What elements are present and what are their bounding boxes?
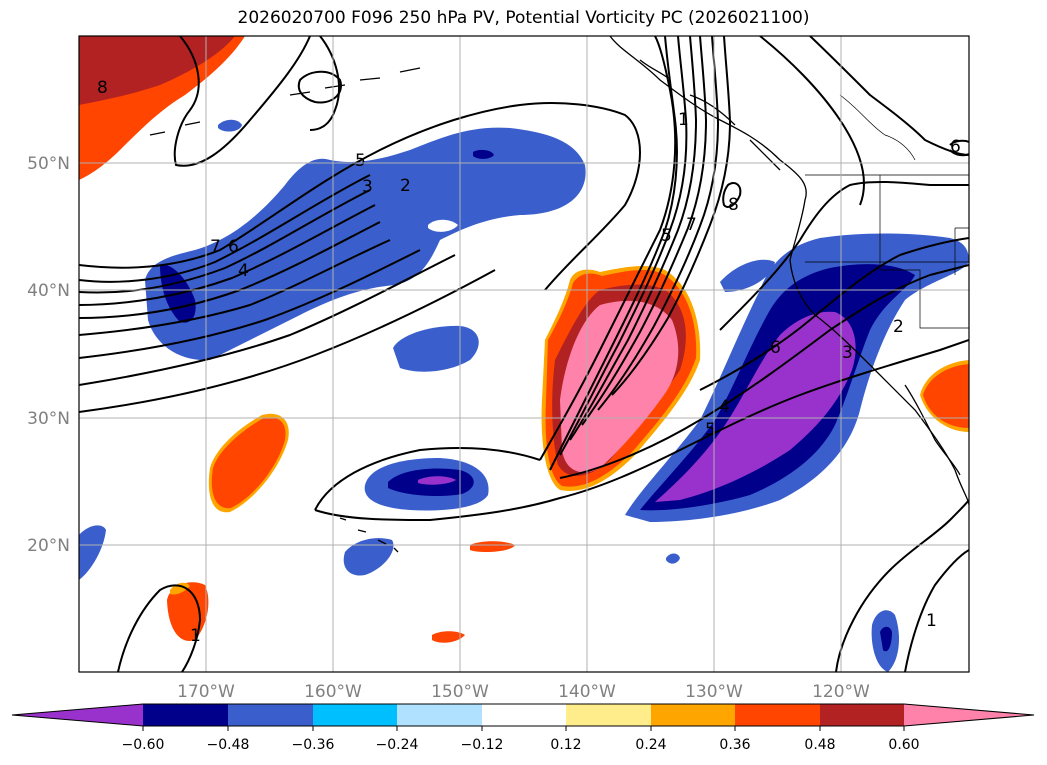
colorbar-tick: −0.48 [207, 737, 250, 753]
colorbar-segment [313, 704, 397, 726]
contour-label: 5 [705, 420, 716, 440]
contour-label: 4 [719, 397, 730, 417]
contour-label: 1 [678, 110, 689, 130]
lat-axis: 50°N 40°N 30°N 20°N [27, 154, 70, 556]
contour-label: 1 [190, 626, 201, 646]
colorbar-tick: −0.24 [376, 737, 419, 753]
colorbar-segment [397, 704, 482, 726]
colorbar-segment [566, 704, 651, 726]
lon-tick: 160°W [304, 682, 362, 702]
pv-negative-peak [655, 311, 856, 502]
pv-positive-blob [923, 364, 969, 428]
colorbar-tick: 0.12 [550, 737, 581, 753]
map-frame [78, 35, 970, 673]
contour-label: 7 [686, 215, 697, 235]
contour-labels: 8 7 6 5 4 3 2 1 1 5 7 8 6 5 4 3 2 1 6 [97, 78, 961, 646]
contour-label: 2 [400, 176, 411, 196]
pv-negative-peak [418, 476, 456, 485]
contour-label: 1 [926, 611, 937, 631]
pv-positive-blob [470, 541, 515, 553]
contour-label: 6 [228, 237, 239, 257]
pv-negative-blob [343, 538, 394, 576]
lon-tick: 140°W [558, 682, 616, 702]
lat-tick: 50°N [27, 154, 70, 174]
colorbar-tick: −0.12 [461, 737, 504, 753]
colorbar-tick: 0.36 [719, 737, 750, 753]
lat-tick: 40°N [27, 281, 70, 301]
pv-positive-blob [167, 582, 209, 641]
contour-label: 3 [362, 177, 373, 197]
contour-label: 3 [842, 343, 853, 363]
contour-label: 5 [355, 151, 366, 171]
pv-negative-core [473, 149, 494, 159]
lon-tick: 130°W [685, 682, 743, 702]
pv-positive-area [79, 36, 235, 105]
lon-tick: 120°W [812, 682, 870, 702]
contour-label: 7 [210, 237, 221, 257]
colorbar-segment [735, 704, 820, 726]
colorbar-extend-high [904, 704, 1034, 726]
lat-tick: 30°N [27, 409, 70, 429]
contour-label: 4 [238, 261, 249, 281]
pv-negative-blob [666, 553, 680, 564]
colorbar: −0.60 −0.48 −0.36 −0.24 −0.12 0.12 0.24 … [11, 703, 1035, 753]
contour-label: 2 [893, 317, 904, 337]
colorbar-extend-low [12, 704, 143, 726]
colorbar-segment [143, 704, 228, 726]
pv-negative-core [880, 626, 892, 652]
map-title: 2026020700 F096 250 hPa PV, Potential Vo… [237, 8, 810, 28]
colorbar-segment [228, 704, 313, 726]
lon-axis: 170°W 160°W 150°W 140°W 130°W 120°W [177, 682, 870, 702]
colorbar-tick: −0.60 [122, 737, 165, 753]
contour-label: 8 [97, 78, 108, 98]
colorbar-segment [651, 704, 735, 726]
pv-positive-blob [211, 417, 286, 509]
colorbar-segment [820, 704, 904, 726]
coastlines [149, 36, 969, 553]
pv-positive-area [218, 119, 242, 132]
colorbar-segment [482, 704, 566, 726]
pv-contours [79, 36, 969, 672]
contour-label: 6 [770, 338, 781, 358]
lon-tick: 170°W [177, 682, 235, 702]
lon-tick: 150°W [431, 682, 489, 702]
colorbar-tick: −0.36 [292, 737, 335, 753]
pv-hole [428, 219, 458, 232]
pv-positive-blob [432, 631, 465, 643]
gridlines [79, 36, 969, 672]
contour-label: 8 [728, 195, 739, 215]
colorbar-tick: 0.24 [635, 737, 666, 753]
pv-negative-core [720, 259, 775, 292]
contour-label: 5 [661, 226, 672, 246]
lat-tick: 20°N [27, 536, 70, 556]
pv-negative-blob [79, 525, 106, 580]
pv-shading [79, 36, 969, 672]
colorbar-tick: 0.60 [888, 737, 919, 753]
colorbar-tick: 0.48 [804, 737, 835, 753]
pv-negative-blob [393, 325, 479, 372]
contour-label: 6 [950, 137, 961, 157]
